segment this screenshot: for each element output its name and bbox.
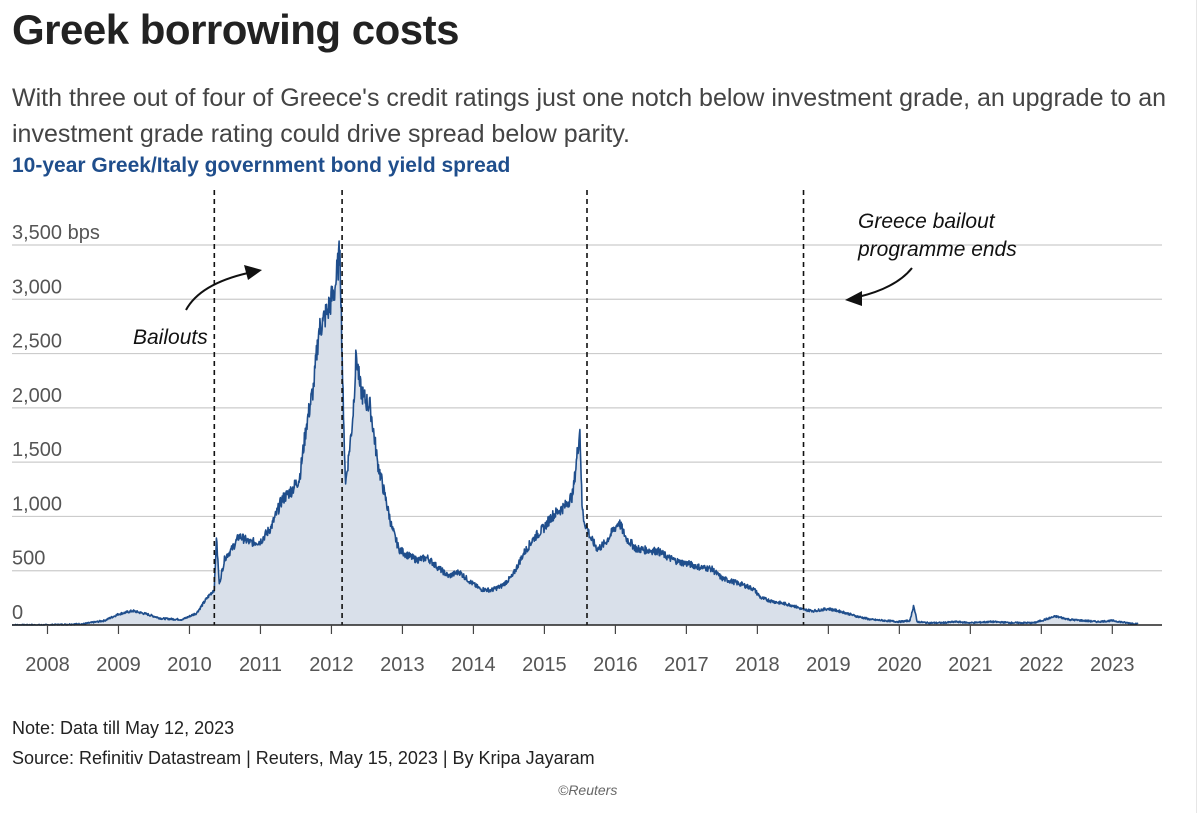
spread-area xyxy=(11,240,1139,626)
x-tick-label-2021: 2021 xyxy=(948,654,993,676)
x-axis: 2008 2009 2010 2011 2012 2013 2014 2015 2016 2017… xyxy=(12,624,1162,676)
x-tick-label-2017: 2017 xyxy=(664,654,709,676)
reuters-credit: ©Reuters xyxy=(558,782,618,798)
annotation-bailouts: Bailouts xyxy=(133,326,208,349)
x-tick-label-2010: 2010 xyxy=(167,654,212,676)
x-tick-label-2011: 2011 xyxy=(239,654,282,676)
chart-source: Source: Refinitiv Datastream | Reuters, … xyxy=(12,748,595,768)
y-tick-label-2500: 2,500 xyxy=(12,331,62,353)
x-tick-label-2012: 2012 xyxy=(309,654,354,676)
y-tick-label-3500: 3,500 bps xyxy=(12,222,100,244)
arrowhead-bailouts xyxy=(244,265,262,280)
arrow-bailouts xyxy=(185,272,249,311)
chart-note: Note: Data till May 12, 2023 xyxy=(12,718,235,738)
spread-line xyxy=(11,240,1139,626)
y-tick-label-1000: 1,000 xyxy=(12,493,62,515)
x-tick-label-2018: 2018 xyxy=(735,654,780,676)
arrow-programme-ends xyxy=(857,267,913,298)
spread-area-fill xyxy=(12,241,1138,625)
y-tick-label-2000: 2,000 xyxy=(12,385,62,407)
x-tick-label-2013: 2013 xyxy=(380,654,425,676)
annotation-programme-ends: Greece bailout programme ends xyxy=(857,210,1017,261)
x-tick-label-2023: 2023 xyxy=(1090,654,1135,676)
x-tick-label-2020: 2020 xyxy=(877,654,922,676)
x-tick-label-2019: 2019 xyxy=(806,654,851,676)
x-tick-label-2009: 2009 xyxy=(96,654,141,676)
y-axis: 0 500 1,000 1,500 2,000 2,500 3,000 3,500 bps xyxy=(12,222,100,624)
annotations: Bailouts Greece bailout programme ends xyxy=(133,210,1017,349)
x-tick-label-2008: 2008 xyxy=(25,654,70,676)
x-tick-label-2015: 2015 xyxy=(522,654,567,676)
y-tick-label-3000: 3,000 xyxy=(12,276,62,298)
bailout-lines xyxy=(213,190,805,625)
y-tick-label-1500: 1,500 xyxy=(12,439,62,461)
x-tick-label-2022: 2022 xyxy=(1019,654,1064,676)
y-tick-label-0: 0 xyxy=(12,602,23,624)
x-tick-label-2016: 2016 xyxy=(593,654,638,676)
x-tick-label-2014: 2014 xyxy=(451,654,496,676)
y-tick-label-500: 500 xyxy=(12,548,45,570)
page-subtitle: With three out of four of Greece's credi… xyxy=(12,84,1167,148)
chart-title: 10-year Greek/Italy government bond yiel… xyxy=(12,154,511,177)
arrowhead-programme-ends xyxy=(845,291,862,306)
spread-chart: 0 500 1,000 1,500 2,000 2,500 3,000 3,500 bps 2… xyxy=(11,190,1162,676)
page-title: Greek borrowing costs xyxy=(12,6,459,53)
